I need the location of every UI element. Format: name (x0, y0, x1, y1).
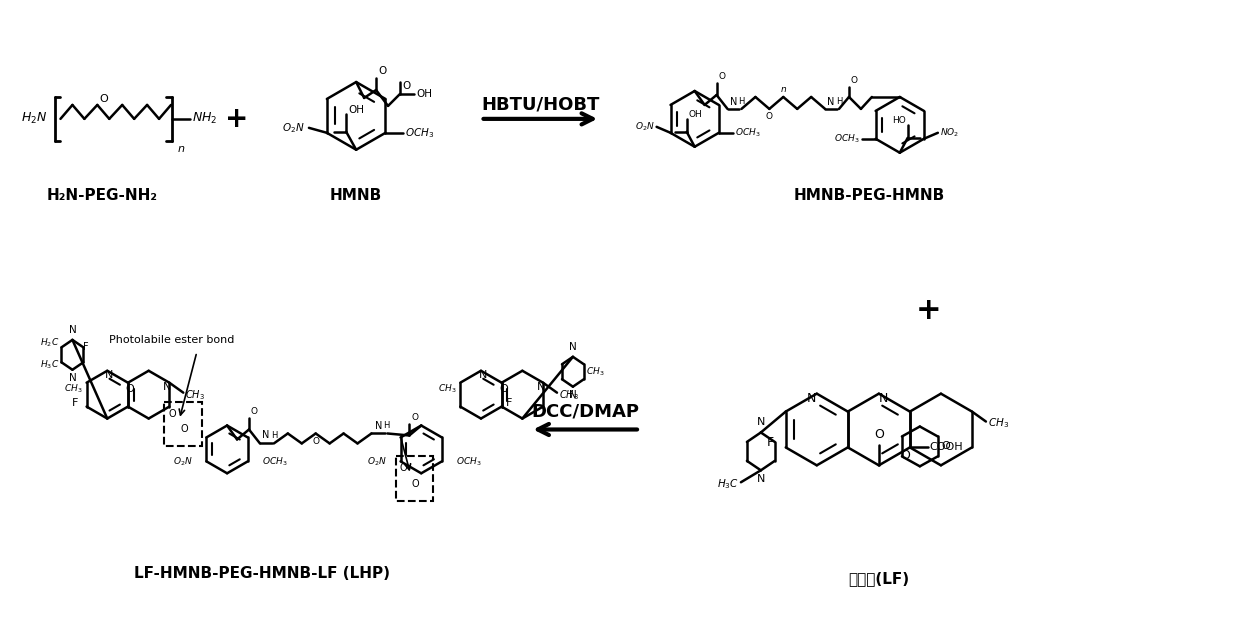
Text: $OCH_3$: $OCH_3$ (735, 127, 760, 139)
Text: O: O (250, 406, 258, 416)
Text: F: F (83, 342, 89, 352)
Text: H: H (836, 98, 842, 106)
Text: n: n (179, 144, 185, 154)
Text: N: N (756, 416, 765, 427)
Text: DCC/DMAP: DCC/DMAP (531, 403, 639, 421)
Text: $CH_3$: $CH_3$ (438, 382, 456, 395)
Text: N: N (730, 97, 738, 107)
Text: $CH_3$: $CH_3$ (585, 365, 604, 378)
Text: O: O (412, 413, 418, 421)
Text: HO: HO (892, 117, 905, 125)
Text: O: O (125, 384, 134, 394)
Bar (396, 456, 434, 501)
Text: O: O (900, 449, 910, 462)
Text: $H_3C$: $H_3C$ (717, 478, 739, 491)
Text: O: O (500, 384, 508, 394)
Text: O: O (99, 94, 108, 104)
Text: N: N (105, 370, 113, 380)
Text: O: O (766, 112, 773, 122)
Text: N: N (807, 392, 816, 405)
Text: COOH: COOH (930, 442, 963, 452)
Text: $O_2N$: $O_2N$ (172, 455, 192, 467)
Text: OH: OH (415, 89, 432, 99)
Text: N: N (68, 325, 77, 335)
Text: 抗生素(LF): 抗生素(LF) (848, 571, 909, 587)
Text: $CH_3$: $CH_3$ (559, 387, 579, 401)
Text: $H_2N$: $H_2N$ (21, 112, 47, 127)
Text: F: F (506, 398, 512, 408)
Text: $OCH_3$: $OCH_3$ (262, 455, 288, 467)
Text: $H_3C$: $H_3C$ (40, 358, 60, 370)
Text: N: N (756, 474, 765, 484)
Text: O: O (718, 72, 725, 81)
Text: n: n (780, 84, 786, 93)
Text: O: O (412, 479, 419, 490)
Text: O: O (181, 425, 188, 435)
Text: F: F (72, 398, 78, 408)
Text: H: H (270, 431, 278, 440)
Text: O: O (169, 409, 176, 418)
Bar (165, 401, 202, 447)
Text: OH: OH (348, 105, 365, 115)
Text: $CH_3$: $CH_3$ (185, 387, 205, 401)
Text: N: N (262, 430, 269, 440)
Text: N: N (827, 97, 835, 107)
Text: O: O (941, 442, 951, 452)
Text: $CH_3$: $CH_3$ (64, 382, 83, 395)
Text: N: N (569, 342, 577, 352)
Text: O: O (402, 81, 410, 91)
Text: $OCH_3$: $OCH_3$ (405, 126, 435, 140)
Text: HBTU/HOBT: HBTU/HOBT (481, 96, 600, 114)
Text: HMNB: HMNB (330, 188, 382, 203)
Text: N: N (68, 373, 77, 383)
Text: N: N (537, 382, 546, 392)
Text: O: O (851, 76, 858, 85)
Text: O: O (378, 66, 387, 76)
Text: $O_2N$: $O_2N$ (283, 121, 305, 135)
Text: N: N (569, 390, 577, 399)
Text: F: F (766, 436, 774, 449)
Text: N: N (164, 382, 171, 392)
Text: LF-HMNB-PEG-HMNB-LF (LHP): LF-HMNB-PEG-HMNB-LF (LHP) (134, 566, 389, 581)
Text: +: + (916, 295, 941, 324)
Text: H: H (383, 421, 389, 430)
Text: $NO_2$: $NO_2$ (940, 127, 959, 139)
Text: N: N (374, 420, 382, 430)
Text: $OCH_3$: $OCH_3$ (835, 132, 859, 145)
Text: $CH_3$: $CH_3$ (988, 416, 1009, 430)
Text: HMNB-PEG-HMNB: HMNB-PEG-HMNB (794, 188, 945, 203)
Text: $OCH_3$: $OCH_3$ (456, 455, 481, 467)
Text: H₂N-PEG-NH₂: H₂N-PEG-NH₂ (47, 188, 157, 203)
Text: N: N (479, 370, 487, 380)
Text: O: O (399, 463, 408, 473)
Text: Photolabile ester bond: Photolabile ester bond (109, 335, 234, 345)
Text: $H_2C$: $H_2C$ (40, 336, 60, 348)
Text: $O_2N$: $O_2N$ (367, 455, 387, 467)
Text: $NH_2$: $NH_2$ (192, 112, 217, 127)
Text: O: O (312, 437, 319, 446)
Text: H: H (739, 98, 745, 106)
Text: N: N (879, 392, 889, 405)
Text: $O_2N$: $O_2N$ (635, 120, 655, 133)
Text: +: + (224, 105, 248, 133)
Text: OH: OH (688, 110, 702, 120)
Text: O: O (874, 428, 884, 442)
